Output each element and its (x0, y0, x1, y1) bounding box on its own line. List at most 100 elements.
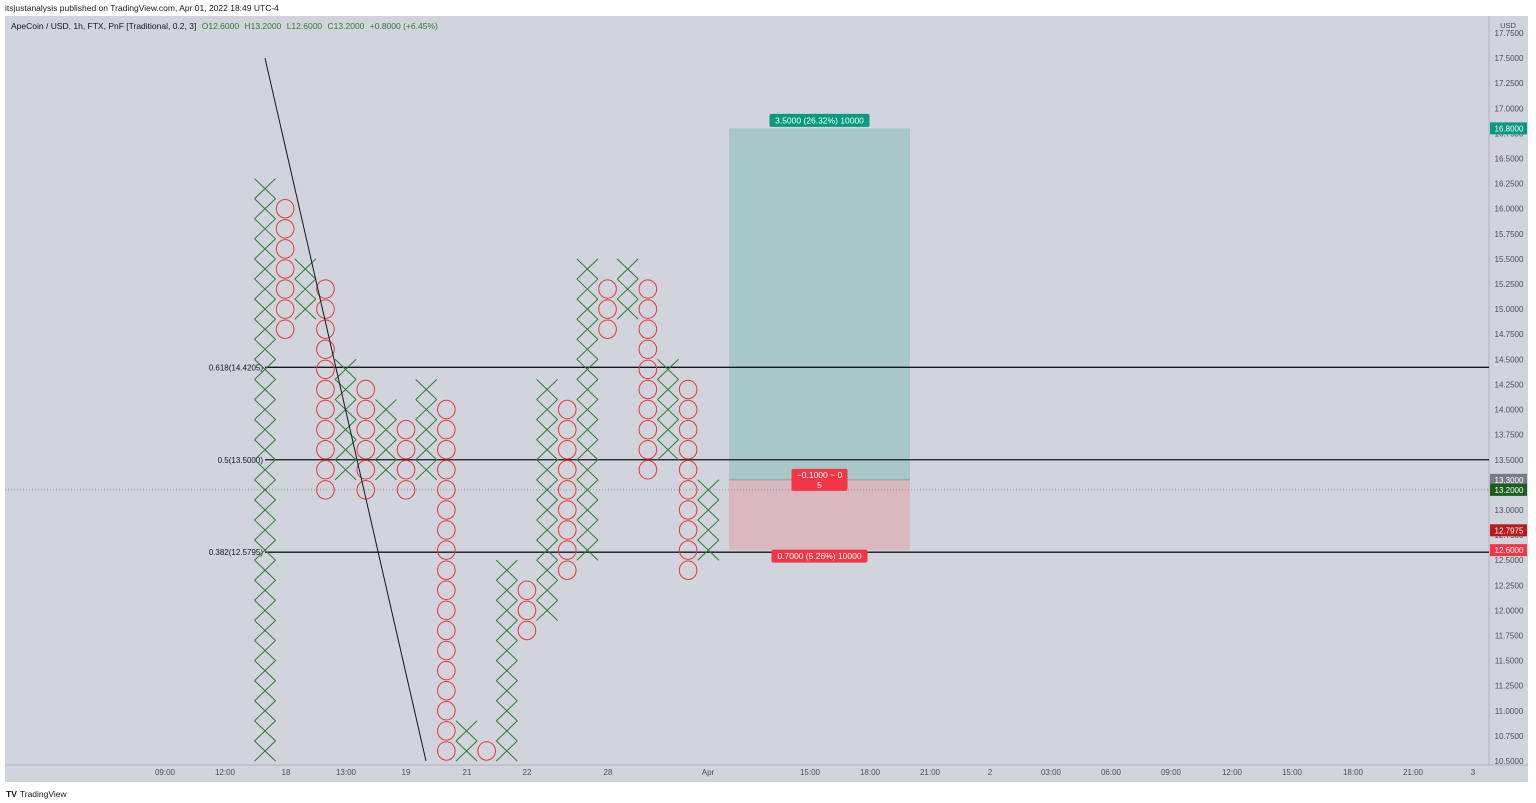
x-box (455, 740, 478, 762)
x-tick-label: 12:00 (1222, 768, 1243, 777)
x-box (374, 419, 397, 441)
y-tick-label: 10.5000 (1495, 757, 1524, 766)
o-box (437, 701, 456, 721)
x-box (697, 479, 720, 501)
o-box (437, 460, 456, 480)
time-axis-panel[interactable] (5, 765, 1528, 782)
o-box (396, 419, 416, 440)
loss-zone[interactable] (729, 479, 910, 551)
o-box (678, 500, 698, 520)
x-tick-label: 19 (402, 768, 411, 777)
y-tick-label: 13.5000 (1495, 456, 1524, 465)
y-tick-label: 16.2500 (1495, 180, 1524, 189)
x-box (254, 399, 276, 421)
x-box (576, 358, 599, 380)
x-box (495, 680, 518, 702)
legend-open: O12.6000 (201, 21, 240, 31)
x-box (254, 378, 276, 400)
x-tick-label: 21:00 (920, 768, 941, 777)
y-tick-label: 14.7500 (1495, 330, 1524, 339)
o-box (638, 319, 658, 339)
x-tick-label: 2 (988, 768, 993, 777)
x-tick-label: 28 (604, 768, 613, 777)
y-tick-label: 14.5000 (1495, 355, 1524, 364)
o-box (638, 399, 658, 420)
o-box (678, 560, 698, 580)
o-box (356, 439, 376, 460)
o-box (275, 198, 295, 219)
y-tick-label: 14.0000 (1495, 406, 1524, 415)
x-box (254, 198, 276, 220)
x-box (536, 519, 559, 541)
o-box (437, 721, 456, 741)
x-box (254, 439, 276, 461)
o-box (678, 520, 698, 540)
y-tick-label: 10.7500 (1495, 732, 1524, 741)
x-box (334, 459, 357, 481)
y-tick-label: 15.0000 (1495, 305, 1524, 314)
x-box (536, 599, 559, 621)
x-box (254, 619, 276, 641)
x-box (254, 358, 276, 380)
x-box (576, 459, 599, 481)
y-tick-label: 11.7500 (1495, 631, 1524, 640)
o-box (316, 299, 335, 319)
x-box (495, 740, 518, 762)
y-tick-label: 17.5000 (1495, 54, 1524, 63)
stop-label-bg[interactable] (771, 549, 868, 563)
pnl-label-text: −0.1000 ~ 0 (797, 470, 843, 480)
x-box (536, 378, 559, 400)
o-box (396, 460, 416, 480)
x-box (294, 258, 317, 280)
x-box (254, 720, 276, 742)
o-box (437, 540, 456, 560)
x-box (576, 539, 599, 561)
x-box (254, 519, 276, 541)
o-box (678, 480, 698, 500)
x-box (657, 378, 679, 400)
profit-zone[interactable] (729, 128, 910, 480)
x-box (576, 298, 599, 320)
x-tick-label: 15:00 (1282, 768, 1303, 777)
x-box (254, 318, 276, 340)
x-box (455, 720, 478, 742)
o-box (678, 460, 698, 480)
price-tag-text: 13.3000 (1495, 476, 1524, 485)
target-label-bg[interactable] (769, 113, 870, 127)
price-tag-text: 12.6000 (1495, 546, 1524, 555)
o-box (316, 439, 335, 460)
y-tick-label: 17.2500 (1495, 79, 1524, 88)
o-box (598, 319, 617, 339)
x-box (576, 378, 599, 400)
y-tick-label: 12.2500 (1495, 581, 1524, 590)
publish-header: itsjustanalysis published on TradingView… (0, 0, 1536, 16)
o-box (396, 439, 416, 460)
y-tick-label: 11.2500 (1495, 682, 1524, 691)
x-box (536, 539, 559, 561)
symbol-title: ApeCoin / USD, 1h, FTX, PnF [Traditional… (11, 21, 197, 31)
legend-low: L12.6000 (286, 21, 323, 31)
price-tag-bg (1490, 483, 1527, 496)
x-box (254, 459, 276, 481)
x-box (576, 519, 599, 541)
x-tick-label: 18:00 (1343, 768, 1364, 777)
pnl-label-bg[interactable] (791, 468, 848, 491)
trend-line[interactable] (264, 57, 427, 762)
o-box (316, 399, 335, 420)
x-box (576, 479, 599, 501)
o-box (678, 439, 698, 460)
x-box (374, 439, 397, 461)
x-box (254, 539, 276, 561)
o-box (437, 640, 456, 661)
o-box (678, 379, 698, 400)
x-box (254, 599, 276, 621)
o-box (316, 460, 335, 480)
price-tag-text: 16.8000 (1495, 124, 1524, 133)
o-box (678, 399, 698, 420)
stop-label-text: 0.7000 (5.26%) 10000 (777, 551, 861, 561)
x-box (294, 298, 317, 320)
o-box (356, 419, 376, 440)
price-axis-panel[interactable] (1489, 16, 1528, 765)
x-box (415, 378, 438, 400)
